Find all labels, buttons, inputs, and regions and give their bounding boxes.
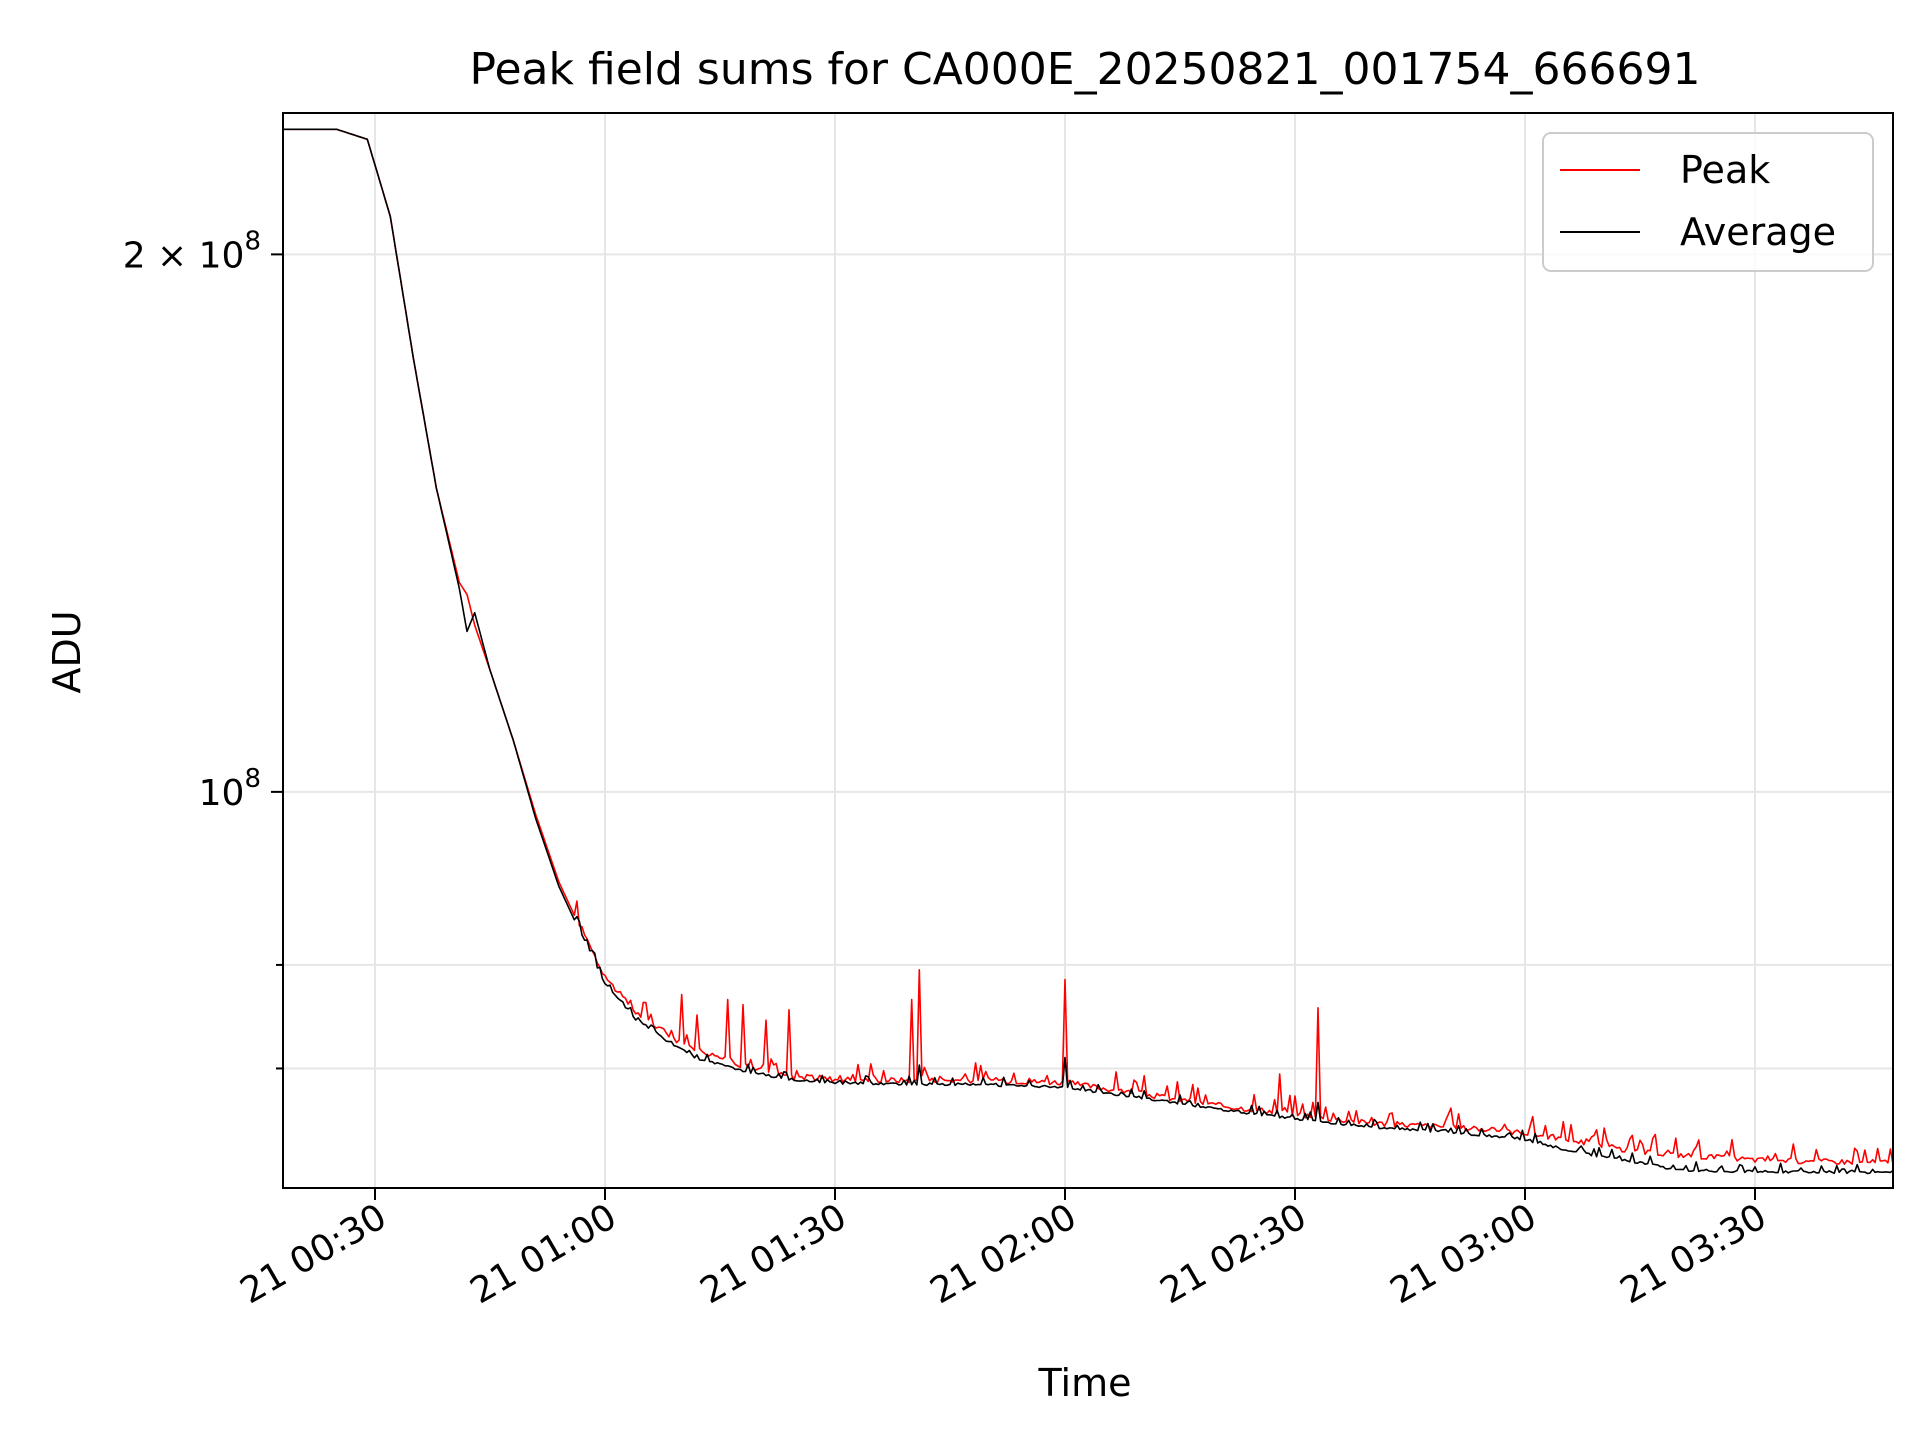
y-tick-label: 108 [199, 764, 261, 814]
y-tick-label-base: 2 × 10 [123, 235, 245, 276]
legend: Peak Average [1542, 132, 1874, 272]
y-tick-label-base: 10 [199, 773, 245, 814]
x-axis-label: Time [1038, 1361, 1132, 1405]
y-tick-label-exponent: 8 [244, 764, 261, 794]
y-tick-label-exponent: 8 [244, 226, 261, 256]
y-tick-label: 2 × 108 [123, 226, 261, 276]
plot-area [283, 128, 1894, 1175]
legend-label-average: Average [1680, 210, 1836, 254]
legend-frame [1542, 132, 1874, 272]
series-line-average [283, 128, 1894, 1175]
axes-frame [282, 112, 1894, 1189]
series-line-peak [283, 128, 1894, 1165]
legend-label-peak: Peak [1680, 148, 1770, 192]
chart-title: Peak field sums for CA000E_20250821_0017… [470, 44, 1701, 95]
y-axis-label: ADU [45, 610, 89, 693]
